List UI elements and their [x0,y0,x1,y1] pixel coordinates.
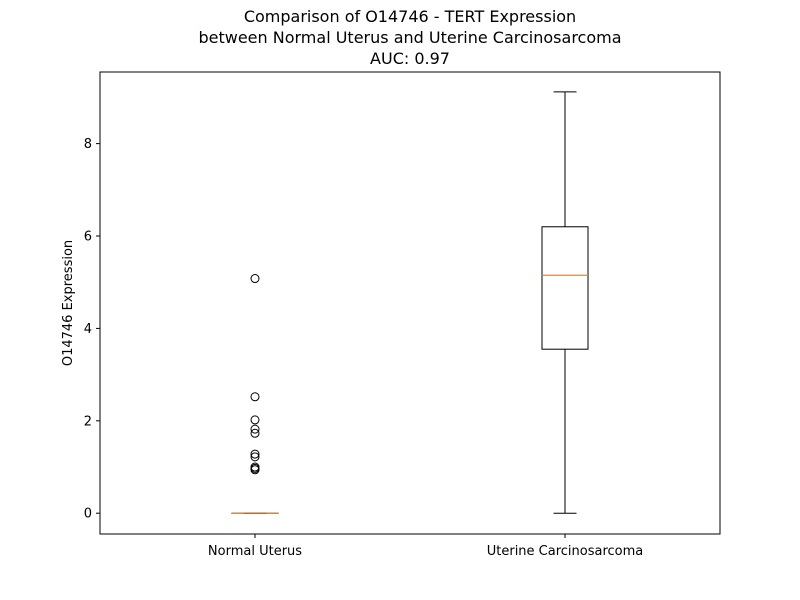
chart-title-line-2: between Normal Uterus and Uterine Carcin… [198,28,621,47]
box-group [231,274,279,514]
y-axis-label: O14746 Expression [61,240,76,366]
chart-title-line-1: Comparison of O14746 - TERT Expression [244,7,576,26]
y-axis-ticks: 0 2 4 6 8 [84,137,100,522]
y-tick-label: 8 [84,137,92,152]
outlier-point [250,428,260,438]
x-axis-ticks: Normal Uterus Uterine Carcinosarcoma [208,534,643,559]
y-tick-label: 4 [84,322,92,337]
x-tick-label: Normal Uterus [208,544,302,559]
y-tick-label: 6 [84,230,92,245]
chart-title-line-3: AUC: 0.97 [370,49,450,68]
box-series [231,91,589,514]
x-tick-label: Uterine Carcinosarcoma [487,544,644,559]
box-body [541,226,589,350]
outlier-point [250,392,260,402]
plot-area-frame [99,71,721,535]
chart-title: Comparison of O14746 - TERT Expression b… [198,7,621,68]
outlier-point [250,465,260,475]
y-tick-label: 0 [84,507,92,522]
outlier-point [250,415,260,425]
outlier-point [250,449,260,459]
outlier-point [250,424,260,434]
box-group [541,91,589,514]
outlier-point [250,274,260,284]
y-tick-label: 2 [84,414,92,429]
outlier-point [250,452,260,462]
